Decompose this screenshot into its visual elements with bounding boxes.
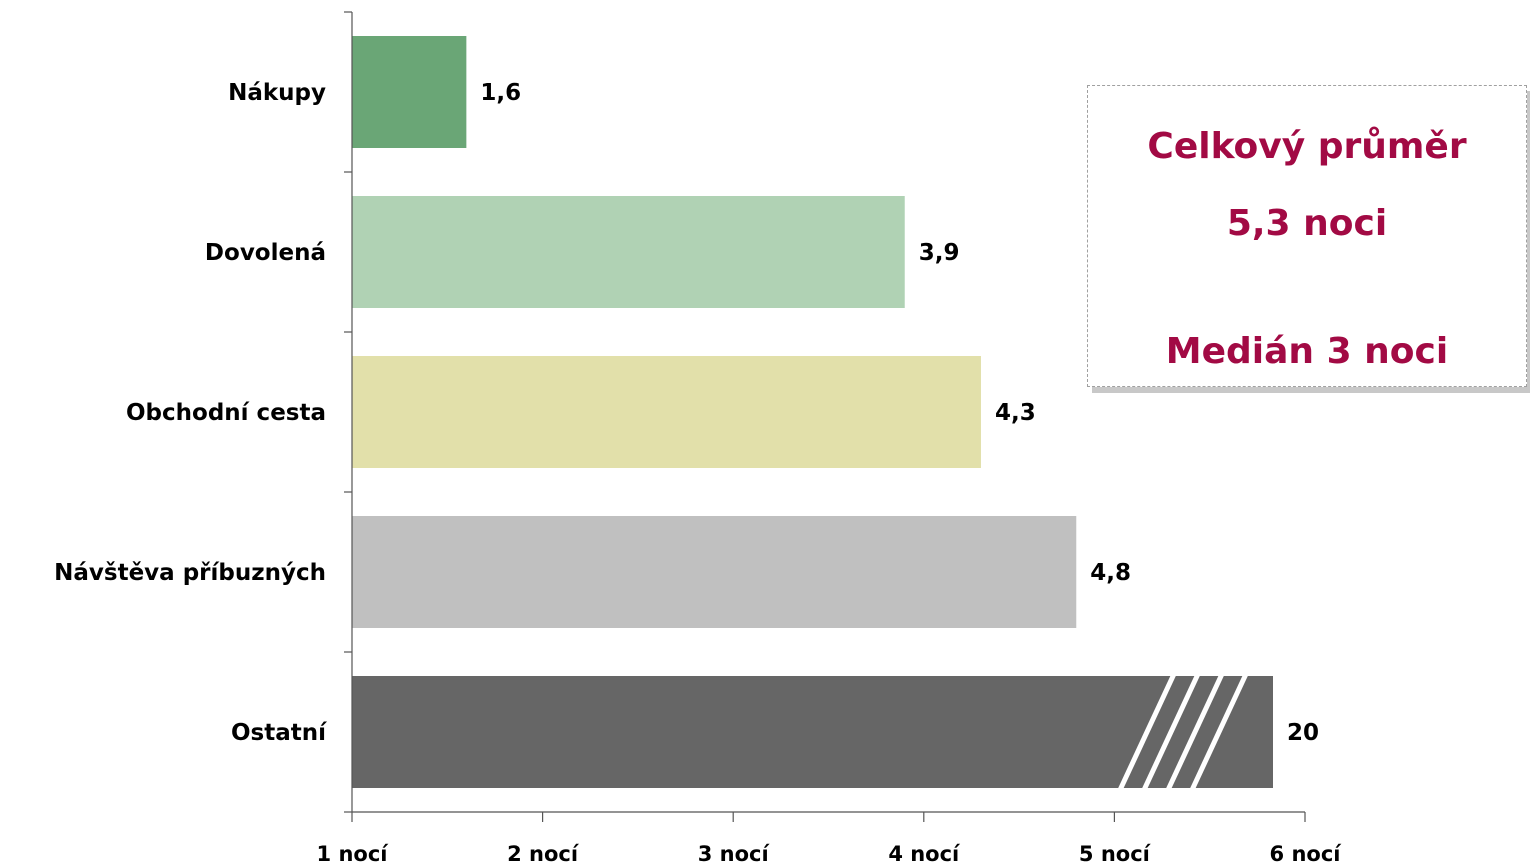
axis-break-marks	[1117, 672, 1249, 792]
x-tick-label: 4 nocí	[888, 842, 961, 866]
summary-box: Celkový průměr 5,3 noci Medián 3 noci	[1087, 85, 1527, 387]
data-label: 3,9	[919, 240, 960, 266]
x-tick-label: 3 nocí	[698, 842, 771, 866]
axis-break-stripe	[1117, 672, 1177, 792]
axes-layer: 1 nocí 2 nocí 3 nocí 4 nocí 5 nocí 6 nocí	[317, 11, 1343, 866]
bar-nakupy	[352, 36, 467, 148]
x-tick-label: 2 nocí	[507, 842, 580, 866]
bar-obchodni-cesta	[352, 356, 981, 468]
summary-median: Medián 3 noci	[1165, 331, 1449, 372]
category-label: Nákupy	[228, 80, 326, 106]
axis-break-stripe	[1165, 672, 1225, 792]
category-label: Ostatní	[231, 720, 327, 746]
bars-layer	[352, 36, 1273, 792]
data-label: 20	[1287, 720, 1319, 746]
bar-dovolena	[352, 196, 905, 308]
data-label: 1,6	[480, 80, 521, 106]
bar-ostatni	[352, 676, 1273, 788]
data-label: 4,8	[1090, 560, 1131, 586]
summary-mean-value: 5,3 noci	[1226, 203, 1388, 244]
data-label: 4,3	[995, 400, 1036, 426]
axis-break-stripe	[1141, 672, 1201, 792]
category-label: Návštěva příbuzných	[54, 560, 326, 586]
x-tick-label: 6 nocí	[1270, 842, 1343, 866]
summary-mean-title: Celkový průměr	[1147, 126, 1467, 167]
bar-navsteva-pribuznych	[352, 516, 1077, 628]
category-label: Obchodní cesta	[126, 400, 326, 426]
x-tick-label: 5 nocí	[1079, 842, 1152, 866]
x-tick-label: 1 nocí	[317, 842, 390, 866]
labels-layer: Nákupy 1,6 Dovolená 3,9 Obchodní cesta 4,3 Náv…	[54, 80, 1319, 746]
category-label: Dovolená	[205, 240, 326, 266]
axis-break-stripe	[1189, 672, 1249, 792]
